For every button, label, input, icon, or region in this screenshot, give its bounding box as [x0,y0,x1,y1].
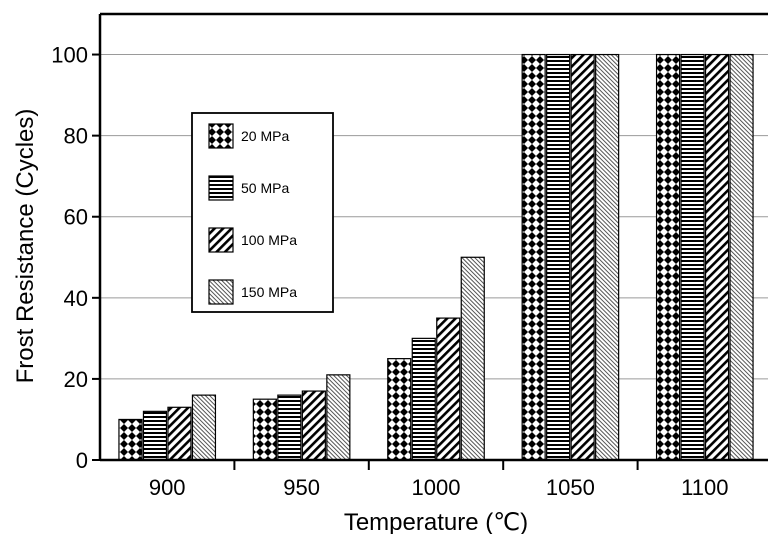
x-ticks: 900 950 1000 1050 1100 [149,460,728,500]
x-tick-label: 1100 [681,475,728,500]
legend-swatch [208,175,234,201]
y-tick-label: 40 [64,286,88,311]
bar-950-150-mpa [326,374,351,461]
bar-900-100-mpa [167,406,192,461]
y-tick-label: 60 [64,205,88,230]
bar-900-150-mpa [191,394,217,461]
bar-1000-20-mpa [387,358,412,461]
bar-1100-50-mpa [680,53,705,461]
bar-1000-100-mpa [436,317,461,461]
legend-label: 50 MPa [241,180,289,196]
y-axis-title: Frost Resistance (Cycles) [12,109,39,384]
legend-label: 20 MPa [241,128,289,144]
bar-950-100-mpa [301,390,326,461]
bar-950-20-mpa [252,398,277,461]
legend-items: 20 MPa 50 MPa 100 MPa 150 MPa [208,123,297,305]
legend-swatch [208,279,234,305]
y-tick-label: 0 [76,448,88,473]
legend-label: 150 MPa [241,284,297,300]
bar-900-50-mpa [142,410,168,461]
x-tick-label: 950 [283,475,320,500]
bar-1100-150-mpa [729,53,754,461]
x-tick-label: 1000 [412,475,461,500]
legend: 20 MPa 50 MPa 100 MPa 150 MPa [191,112,334,313]
bar-1050-150-mpa [595,53,620,461]
y-tick-label: 20 [64,367,88,392]
x-tick-label: 1050 [546,475,595,500]
x-axis-title: Temperature (℃) [344,509,528,534]
y-ticks: 0 20 40 60 80 100 [51,43,100,473]
bar-1050-20-mpa [521,53,546,461]
bar-1100-20-mpa [655,53,681,461]
bar-950-50-mpa [277,394,302,461]
bar-1100-100-mpa [704,53,730,461]
axes [98,12,768,462]
bar-1050-50-mpa [546,53,571,461]
bar-1000-150-mpa [460,256,485,461]
legend-label: 100 MPa [241,232,297,248]
bar-900-20-mpa [118,418,143,461]
y-tick-label: 80 [64,124,88,149]
x-tick-label: 900 [149,475,186,500]
y-tick-label: 100 [51,43,88,68]
legend-swatch [208,123,234,149]
bar-1000-50-mpa [411,337,436,461]
bar-1050-100-mpa [570,53,595,461]
legend-swatch [208,227,234,253]
